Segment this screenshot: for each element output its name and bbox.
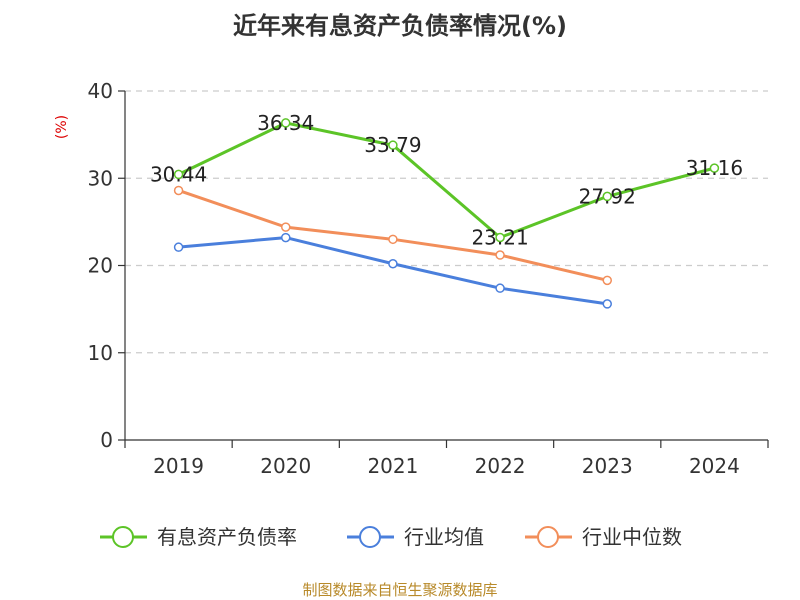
data-point[interactable] bbox=[281, 118, 291, 128]
series-line-1 bbox=[178, 236, 608, 306]
legend-marker[interactable] bbox=[359, 526, 381, 548]
y-tick-label: 20 bbox=[88, 254, 113, 278]
data-label: 31.16 bbox=[686, 156, 743, 180]
legend-label[interactable]: 行业均值 bbox=[404, 525, 484, 549]
data-point[interactable] bbox=[281, 222, 291, 232]
data-point[interactable] bbox=[602, 191, 612, 202]
y-axis-unit-label: (%) bbox=[54, 115, 70, 139]
y-tick-label: 0 bbox=[100, 428, 113, 452]
data-point[interactable] bbox=[602, 275, 612, 286]
legend-label[interactable]: 行业中位数 bbox=[582, 525, 682, 549]
x-tick-label: 2020 bbox=[260, 454, 311, 478]
x-tick-label: 2019 bbox=[153, 454, 204, 478]
legend-marker[interactable] bbox=[112, 526, 134, 548]
data-point[interactable] bbox=[709, 163, 720, 173]
series-lines bbox=[173, 118, 720, 309]
data-point[interactable] bbox=[602, 299, 612, 309]
y-tick-label: 10 bbox=[88, 341, 113, 365]
data-label: 30.44 bbox=[150, 162, 207, 186]
axes: 0 10 20 30 40 2019 2020 2021 2022 2023 2024 bbox=[88, 79, 769, 478]
x-tick-label: 2023 bbox=[582, 454, 633, 478]
grid-lines bbox=[125, 90, 768, 354]
data-point[interactable] bbox=[173, 169, 184, 180]
series-line-0 bbox=[177, 121, 715, 239]
data-source-note: 制图数据来自恒生聚源数据库 bbox=[302, 581, 497, 599]
data-point[interactable] bbox=[173, 185, 184, 196]
x-tick-label: 2024 bbox=[689, 454, 740, 478]
data-point[interactable] bbox=[388, 259, 398, 269]
data-point[interactable] bbox=[495, 283, 505, 293]
legend-marker[interactable] bbox=[537, 526, 559, 548]
x-tick-label: 2022 bbox=[475, 454, 526, 478]
data-label: 23.21 bbox=[471, 225, 528, 249]
data-point[interactable] bbox=[388, 140, 398, 150]
y-tick-label: 30 bbox=[88, 166, 113, 190]
data-label: 36.34 bbox=[257, 111, 314, 135]
data-point[interactable] bbox=[495, 250, 505, 260]
x-tick-label: 2021 bbox=[367, 454, 418, 478]
data-point[interactable] bbox=[281, 232, 291, 243]
data-label: 33.79 bbox=[364, 133, 421, 157]
data-point[interactable] bbox=[388, 234, 398, 245]
data-label: 27.92 bbox=[579, 184, 636, 208]
legend-label[interactable]: 有息资产负债率 bbox=[157, 525, 297, 549]
chart-title: 近年来有息资产负债率情况(%) bbox=[233, 12, 567, 40]
data-point[interactable] bbox=[495, 232, 505, 243]
y-tick-label: 40 bbox=[88, 79, 113, 103]
legend: 有息资产负债率 行业均值 行业中位数 bbox=[100, 525, 682, 549]
data-point[interactable] bbox=[173, 242, 184, 252]
data-labels: 30.44 36.34 33.79 23.21 27.92 31.16 bbox=[150, 111, 743, 250]
